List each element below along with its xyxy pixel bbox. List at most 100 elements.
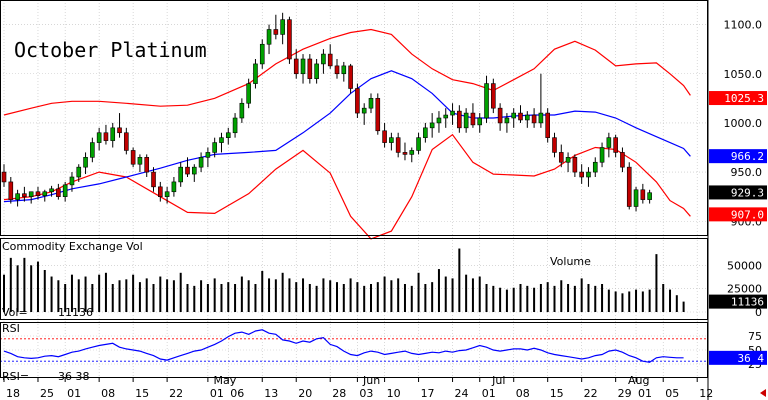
price-tag-label: 929.3: [731, 186, 764, 199]
x-day-label: 01: [210, 387, 224, 400]
x-day-label: 22: [584, 387, 598, 400]
candle-body: [368, 98, 374, 109]
x-day-label: 22: [169, 387, 183, 400]
candle-body: [477, 117, 483, 126]
x-day-label: 18: [6, 387, 20, 400]
candle-body: [633, 189, 639, 207]
candle-body: [382, 130, 387, 143]
candle-body: [253, 63, 258, 84]
rsi-tag-box: [709, 350, 767, 365]
candle-body: [259, 43, 265, 65]
x-day-label: 06: [230, 387, 244, 400]
candle-body: [151, 171, 156, 188]
candle-body: [273, 29, 279, 35]
panel-frame: [0, 0, 708, 236]
volume-panel-title: Commodity Exchange Vol: [2, 240, 143, 253]
scroll-arrow-icon: [760, 389, 766, 397]
candle-body: [416, 137, 421, 151]
candle-body: [76, 166, 82, 178]
candle-body: [450, 110, 455, 116]
candle-body: [22, 193, 27, 197]
candle-body: [144, 157, 150, 173]
x-day-label: 20: [298, 387, 312, 400]
candle-body: [457, 110, 462, 129]
candle-body: [56, 188, 61, 197]
candle-body: [538, 112, 544, 124]
candle-body: [246, 83, 251, 104]
rsi-line: [3, 329, 684, 363]
candle-body: [90, 142, 95, 158]
candle-body: [185, 166, 190, 175]
x-day-label: 24: [455, 387, 469, 400]
x-day-label: 13: [264, 387, 278, 400]
grid-layer: [0, 0, 708, 378]
x-day-label: 08: [101, 387, 115, 400]
candle-body: [49, 188, 54, 193]
x-day-label: 01: [638, 387, 652, 400]
candle-body: [525, 114, 530, 121]
price-tags-layer: 1025.3 966.2 929.3 907.0 11136 36 4: [709, 91, 767, 365]
candle-body: [287, 19, 292, 60]
candle-body: [497, 107, 503, 124]
rsi-tick-label: 75: [748, 330, 762, 343]
candle-body: [640, 189, 646, 200]
x-day-label: 25: [40, 387, 54, 400]
candle-body: [491, 83, 496, 109]
candle-body: [552, 137, 557, 153]
price-tick-label: 1050.0: [724, 68, 763, 81]
candle-body: [375, 98, 381, 132]
candle-body: [327, 53, 333, 67]
candle-body: [232, 117, 238, 134]
moving-average-line: [3, 70, 691, 203]
candle-body: [321, 53, 326, 65]
price-tag-label: 966.2: [731, 150, 764, 163]
candle-body: [647, 192, 652, 200]
candle-body: [341, 65, 347, 75]
candle-body: [599, 147, 605, 163]
candle-body: [443, 114, 449, 119]
candle-body: [191, 166, 197, 175]
candle-body: [219, 137, 224, 143]
candle-body: [586, 171, 591, 178]
candle-body: [205, 152, 211, 158]
volume-tick-label: 0: [755, 306, 762, 319]
candle-body: [389, 137, 394, 143]
x-day-label: 08: [516, 387, 530, 400]
price-tag-box: [709, 91, 767, 106]
candle-body: [137, 157, 143, 165]
candle-layer: [1, 12, 652, 212]
price-tag-box: [709, 207, 767, 222]
x-day-label: 01: [67, 387, 81, 400]
candle-body: [117, 127, 122, 134]
candle-body: [212, 142, 217, 153]
price-tag-box: [709, 149, 767, 164]
x-day-label: 12: [699, 387, 713, 400]
x-month-label: May: [213, 374, 236, 387]
candle-body: [558, 152, 564, 163]
candle-body: [402, 152, 408, 155]
candle-body: [8, 181, 14, 200]
candle-body: [103, 132, 109, 141]
price-tick-label: 950.0: [731, 166, 763, 179]
volume-layer: [3, 248, 685, 312]
candle-body: [124, 132, 129, 151]
x-day-label: 15: [550, 387, 564, 400]
candle-body: [178, 166, 183, 183]
volume-tag-box: [709, 294, 767, 309]
axis-labels-layer: 1100.01050.01000.0950.0900.0500002500007…: [3, 19, 766, 400]
candle-body: [62, 184, 68, 197]
candle-body: [334, 65, 340, 75]
candle-body: [42, 191, 48, 196]
candle-body: [239, 102, 245, 119]
bollinger-band-layer: [3, 28, 691, 240]
candle-body: [158, 186, 163, 197]
candle-body: [1, 171, 7, 183]
x-month-label: Aug: [628, 374, 649, 387]
rsi-layer: [0, 329, 708, 363]
candle-body: [409, 150, 415, 155]
candle-body: [504, 117, 510, 124]
candle-body: [511, 112, 517, 119]
candle-body: [565, 157, 571, 163]
candle-body: [579, 171, 584, 178]
volume-readout-value: 11136: [58, 306, 93, 319]
